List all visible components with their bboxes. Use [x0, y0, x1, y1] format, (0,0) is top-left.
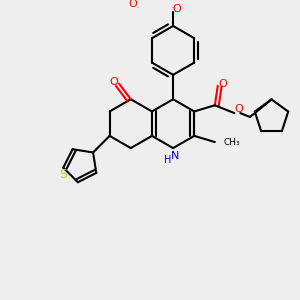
Text: O: O: [110, 77, 118, 87]
Text: O: O: [234, 104, 243, 114]
Text: O: O: [129, 0, 137, 10]
Text: N: N: [171, 151, 179, 161]
Text: H: H: [164, 155, 171, 165]
Text: O: O: [172, 4, 182, 14]
Text: CH₃: CH₃: [224, 138, 240, 147]
Text: O: O: [218, 79, 227, 89]
Text: S: S: [59, 168, 67, 181]
